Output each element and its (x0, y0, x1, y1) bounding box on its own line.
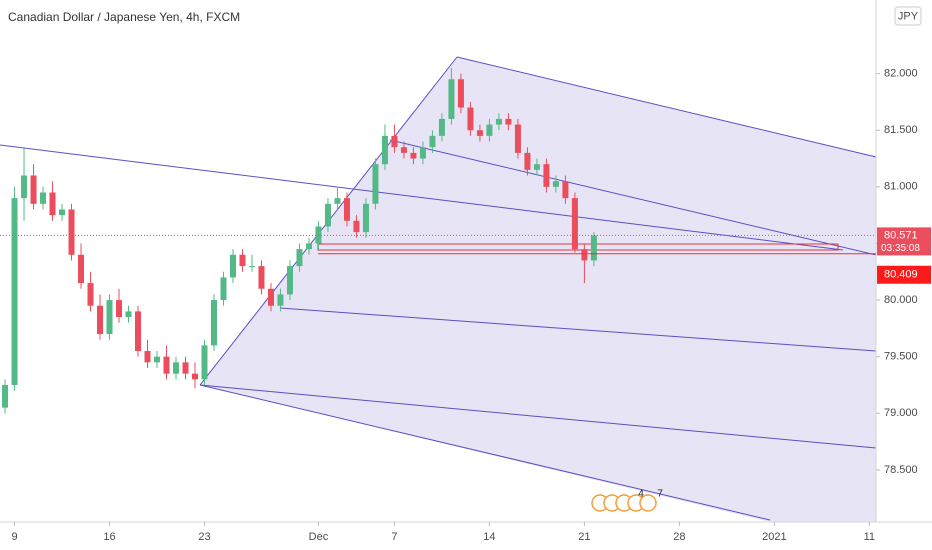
y-tick-label: 79.000 (884, 407, 918, 419)
candle-body (267, 288, 274, 306)
candle-body (78, 254, 85, 284)
event-icon (639, 494, 657, 512)
candle-body (97, 305, 104, 335)
x-tick-label: 16 (103, 531, 115, 543)
candle-body (154, 356, 161, 363)
candle-body (106, 300, 113, 335)
candle-body (552, 181, 559, 187)
candle-body (258, 266, 265, 289)
candle-body (163, 356, 170, 374)
candle-body (201, 345, 208, 380)
candle-body (381, 135, 388, 165)
level-box (877, 265, 931, 284)
x-tick-label: 21 (578, 531, 590, 543)
candle-body (220, 277, 227, 301)
candle-body (182, 362, 189, 374)
candle-body (362, 203, 369, 233)
x-tick-label: 23 (198, 531, 210, 543)
candle-body (372, 164, 379, 204)
candle-body (2, 384, 9, 408)
trend-line (0, 144, 844, 251)
candle-body (400, 147, 407, 153)
candle-body (448, 79, 455, 119)
y-tick-label: 81.000 (884, 181, 918, 193)
candle-body (543, 164, 550, 187)
candle-body (49, 192, 56, 216)
candle-body (353, 220, 360, 233)
last-price-box (877, 227, 931, 256)
candle-body (21, 175, 28, 199)
countdown-label: 03:35:08 (881, 243, 920, 254)
event-badge: 4 (638, 489, 644, 500)
candle-body (229, 254, 236, 278)
candle-body (87, 283, 94, 306)
x-tick-label: 7 (391, 531, 397, 543)
candle-body (59, 209, 66, 216)
candle-body (334, 198, 341, 204)
pitchfork-line (456, 56, 877, 158)
x-tick-label: 2021 (762, 531, 786, 543)
x-tick-label: Dec (309, 531, 329, 543)
candle-body (135, 311, 142, 352)
drawings (0, 56, 877, 522)
pitchfork-line (279, 307, 877, 352)
candle-body (125, 311, 132, 318)
candle-body (467, 107, 474, 131)
candle-body (40, 192, 47, 204)
chart-title: Canadian Dollar / Japanese Yen, 4h, FXCM (8, 10, 240, 24)
pitchfork-fill (200, 57, 876, 522)
x-tick-label: 11 (864, 531, 875, 543)
candle-body (296, 249, 303, 267)
y-tick-label: 80.000 (884, 294, 918, 306)
candle-body (343, 198, 350, 221)
candle-body (429, 135, 436, 148)
candle-body (590, 235, 597, 261)
candle-body (571, 198, 578, 250)
candle-body (191, 373, 198, 380)
candle-body (305, 243, 312, 250)
candle-body (210, 300, 217, 346)
x-tick-label: 14 (483, 531, 495, 543)
currency-label[interactable]: JPY (898, 10, 919, 22)
candle-body (505, 118, 512, 125)
candle-body (476, 130, 483, 136)
candle-body (391, 135, 398, 148)
candle-body (457, 79, 464, 108)
candle-body (438, 118, 445, 136)
event-badge: 7 (657, 489, 663, 500)
candle-body (68, 209, 75, 255)
candle-body (248, 266, 255, 268)
candle-body (116, 300, 123, 318)
candle-body (324, 203, 331, 227)
x-tick-label: 9 (11, 531, 17, 543)
candle-body (495, 118, 502, 125)
candle-body (533, 164, 540, 170)
y-tick-label: 79.500 (884, 351, 918, 363)
candle-body (30, 175, 37, 204)
candle-body (524, 152, 531, 170)
x-tick-label: 28 (673, 531, 685, 543)
currency-button[interactable] (894, 6, 922, 26)
candle-body (581, 249, 588, 261)
candle-body (562, 181, 569, 199)
candle-body (419, 147, 426, 159)
candle-body (239, 254, 246, 267)
candle-body (486, 124, 493, 136)
y-tick-label: 82.000 (884, 68, 918, 80)
last-price-label: 80.571 (884, 229, 918, 241)
pitchfork-line (199, 384, 877, 449)
y-tick-label: 81.500 (884, 124, 918, 136)
candle-body (514, 124, 521, 153)
pitchfork-line (199, 384, 771, 521)
candle-body (144, 351, 151, 363)
candle-body (277, 294, 284, 306)
y-tick-label: 78.500 (884, 464, 918, 476)
level-label: 80.409 (884, 269, 918, 281)
candle-body (11, 198, 18, 385)
candle-body (410, 152, 417, 159)
candle-body (286, 266, 293, 295)
candle-body (172, 362, 179, 374)
